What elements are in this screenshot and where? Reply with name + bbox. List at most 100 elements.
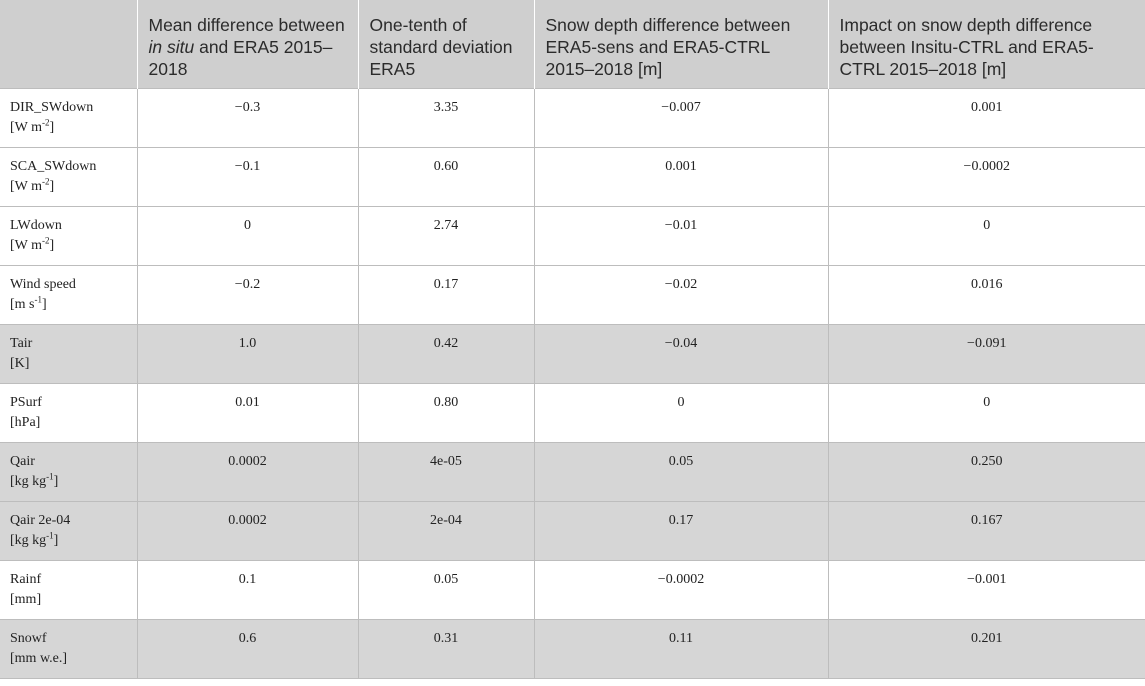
parameter-unit-close: ] <box>42 297 47 312</box>
value-cell: 0.0002 <box>136 501 359 561</box>
header-snow-depth-difference-text: Snow depth difference between ERA5-sens … <box>545 15 791 79</box>
parameter-cell: Tair [K] <box>0 324 138 384</box>
value-cell: 0.17 <box>357 265 535 325</box>
value-cell: −0.01 <box>533 206 829 266</box>
parameter-unit: [mm] <box>10 592 42 607</box>
value-cell: −0.007 <box>533 88 829 148</box>
table-header: Mean difference between in situ and ERA5… <box>0 0 1145 89</box>
table-row: SCA_SWdown [W m-2] −0.1 0.60 0.001 −0.0002 <box>0 147 1145 207</box>
parameter-unit: [m s <box>10 297 35 312</box>
parameter-unit-exponent: -1 <box>46 530 54 541</box>
parameter-unit-exponent: -1 <box>34 294 43 305</box>
value-cell: 3.35 <box>357 88 535 148</box>
header-impact: Impact on snow depth difference between … <box>828 0 1145 89</box>
parameter-unit-close: ] <box>49 238 55 253</box>
value-cell: −0.04 <box>533 324 829 384</box>
parameter-cell: Wind speed [m s-1] <box>0 265 138 325</box>
parameter-unit-exponent: -1 <box>46 471 54 482</box>
table-row: Tair [K] 1.0 0.42 −0.04 −0.091 <box>0 324 1145 384</box>
parameter-name: SCA_SWdown <box>10 159 97 174</box>
value-cell: −0.0002 <box>827 147 1145 207</box>
header-one-tenth-sd-text: One-tenth of standard deviation ERA5 <box>369 15 513 79</box>
parameter-name: DIR_SWdown <box>10 100 94 115</box>
header-mean-difference: Mean difference between in situ and ERA5… <box>137 0 359 89</box>
value-cell: 0.05 <box>533 442 829 502</box>
value-cell: 0.17 <box>533 501 829 561</box>
header-parameter <box>0 0 138 89</box>
value-cell: 0.42 <box>357 324 535 384</box>
parameter-unit-exponent: -2 <box>42 235 50 246</box>
table-row: Qair 2e-04 [kg kg-1] 0.0002 2e-04 0.17 0.167 <box>0 501 1145 561</box>
parameter-cell: SCA_SWdown [W m-2] <box>0 147 138 207</box>
value-cell: −0.3 <box>136 88 359 148</box>
table-row: Qair [kg kg-1] 0.0002 4e-05 0.05 0.250 <box>0 442 1145 502</box>
parameter-name: Qair <box>10 454 35 469</box>
header-snow-depth-difference: Snow depth difference between ERA5-sens … <box>534 0 829 89</box>
header-one-tenth-sd: One-tenth of standard deviation ERA5 <box>358 0 535 89</box>
parameter-name: Snowf <box>10 631 47 646</box>
header-mean-difference-text-2: and ERA5 2015–2018 <box>148 37 333 79</box>
parameter-unit-close: ] <box>53 474 59 489</box>
parameter-name: Rainf <box>10 572 42 587</box>
parameter-cell: LWdown [W m-2] <box>0 206 138 266</box>
value-cell: 0.01 <box>136 383 359 443</box>
value-cell: 0.6 <box>136 619 359 679</box>
parameter-cell: Qair 2e-04 [kg kg-1] <box>0 501 138 561</box>
header-mean-difference-text-1: Mean difference between <box>148 15 345 35</box>
value-cell: 0.05 <box>357 560 535 620</box>
parameter-unit-exponent: -2 <box>42 117 50 128</box>
parameter-unit: [W m <box>10 238 43 253</box>
value-cell: 0.016 <box>827 265 1145 325</box>
parameter-cell: Snowf [mm w.e.] <box>0 619 138 679</box>
header-impact-text: Impact on snow depth difference between … <box>839 15 1094 79</box>
parameter-unit: [kg kg <box>10 533 47 548</box>
value-cell: 0.0002 <box>136 442 359 502</box>
value-cell: 4e-05 <box>357 442 535 502</box>
table-row: Wind speed [m s-1] −0.2 0.17 −0.02 0.016 <box>0 265 1145 325</box>
value-cell: 0 <box>136 206 359 266</box>
table-row: Rainf [mm] 0.1 0.05 −0.0002 −0.001 <box>0 560 1145 620</box>
value-cell: 0.31 <box>357 619 535 679</box>
value-cell: −0.091 <box>827 324 1145 384</box>
value-cell: −0.001 <box>827 560 1145 620</box>
parameter-unit-close: ] <box>53 533 59 548</box>
value-cell: 0 <box>827 206 1145 266</box>
table-row: DIR_SWdown [W m-2] −0.3 3.35 −0.007 0.001 <box>0 88 1145 148</box>
value-cell: 0.1 <box>136 560 359 620</box>
table-row: LWdown [W m-2] 0 2.74 −0.01 0 <box>0 206 1145 266</box>
parameter-cell: PSurf [hPa] <box>0 383 138 443</box>
value-cell: −0.2 <box>136 265 359 325</box>
parameter-unit-close: ] <box>49 179 55 194</box>
value-cell: −0.1 <box>136 147 359 207</box>
value-cell: 2e-04 <box>357 501 535 561</box>
parameter-unit-close: ] <box>49 120 55 135</box>
value-cell: 0.201 <box>827 619 1145 679</box>
parameter-name: Wind speed <box>10 277 76 292</box>
parameter-name: Tair <box>10 336 33 351</box>
table-row: Snowf [mm w.e.] 0.6 0.31 0.11 0.201 <box>0 619 1145 679</box>
header-row: Mean difference between in situ and ERA5… <box>0 0 1145 89</box>
parameter-name: Qair 2e-04 <box>10 513 71 528</box>
value-cell: 0.001 <box>827 88 1145 148</box>
parameter-unit-exponent: -2 <box>42 176 50 187</box>
parameter-cell: Rainf [mm] <box>0 560 138 620</box>
value-cell: −0.0002 <box>533 560 829 620</box>
value-cell: −0.02 <box>533 265 829 325</box>
value-cell: 0.001 <box>533 147 829 207</box>
parameter-cell: DIR_SWdown [W m-2] <box>0 88 138 148</box>
table-row: PSurf [hPa] 0.01 0.80 0 0 <box>0 383 1145 443</box>
parameter-name: LWdown <box>10 218 62 233</box>
value-cell: 0 <box>827 383 1145 443</box>
parameter-unit: [W m <box>10 179 43 194</box>
parameter-name: PSurf <box>10 395 42 410</box>
header-mean-difference-italic: in situ <box>148 37 195 57</box>
parameter-unit: [K] <box>10 356 30 371</box>
parameter-cell: Qair [kg kg-1] <box>0 442 138 502</box>
value-cell: 2.74 <box>357 206 535 266</box>
value-cell: 0.60 <box>357 147 535 207</box>
value-cell: 1.0 <box>136 324 359 384</box>
value-cell: 0.11 <box>533 619 829 679</box>
parameter-unit: [kg kg <box>10 474 47 489</box>
table-body: DIR_SWdown [W m-2] −0.3 3.35 −0.007 0.001 SCA_… <box>0 88 1145 679</box>
parameter-unit: [mm w.e.] <box>10 651 68 666</box>
